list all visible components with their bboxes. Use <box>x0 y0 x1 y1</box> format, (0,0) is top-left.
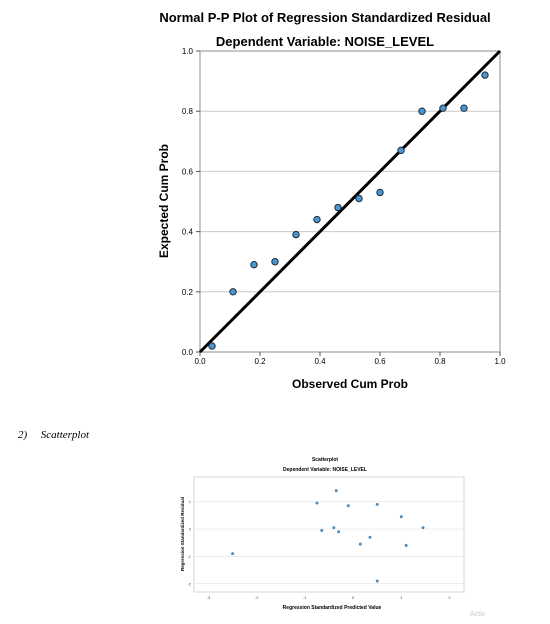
pp-y-tick-label: 0.6 <box>182 167 194 176</box>
scatter-x-tick-label: 2 <box>448 595 451 600</box>
scatter-y-tick-label: 1 <box>189 499 192 504</box>
pp-plot-chart: Normal P-P Plot of Regression Standardiz… <box>157 10 506 391</box>
pp-y-tick-label: 0.8 <box>182 107 194 116</box>
scatter-y-tick-label: -1 <box>187 554 191 559</box>
scatter-data-points <box>231 489 425 583</box>
pp-y-axis-label: Expected Cum Prob <box>157 144 171 258</box>
scatter-y-axis-ticks: 1 0 -1 -2 <box>187 499 191 586</box>
pp-y-tick-label: 0.0 <box>182 348 194 357</box>
pp-data-point <box>376 188 384 197</box>
scatter-data-point <box>404 544 408 547</box>
scatter-x-tick-label: 1 <box>400 595 403 600</box>
pp-data-point <box>460 104 468 112</box>
scatter-x-axis-label: Regression Standardized Predicted Value <box>283 605 382 611</box>
pp-x-tick-label: 0.4 <box>314 357 326 366</box>
scatter-plot-frame <box>193 476 465 593</box>
scatter-y-axis-label: Regression Standardized Residual <box>180 497 185 571</box>
pp-data-point <box>271 258 279 266</box>
pp-reference-line <box>198 49 502 354</box>
pp-y-tick-label: 1.0 <box>182 47 194 56</box>
scatter-data-point <box>368 535 372 539</box>
pp-data-point <box>229 288 237 296</box>
pp-y-axis-ticks: 0.0 0.2 0.4 0.6 0.8 1.0 <box>182 47 200 357</box>
pp-data-point <box>355 194 363 203</box>
pp-x-tick-label: 1.0 <box>494 357 506 366</box>
pp-data-point <box>292 230 300 239</box>
scatter-x-axis-ticks: -3 -2 -1 0 1 2 <box>207 595 452 600</box>
pp-x-tick-label: 0.6 <box>374 357 386 366</box>
pp-data-point <box>250 261 258 269</box>
pp-chart-title: Normal P-P Plot of Regression Standardiz… <box>159 10 490 25</box>
pp-plot-frame <box>199 50 501 353</box>
pp-data-points <box>208 71 489 350</box>
pp-y-tick-label: 0.4 <box>182 228 194 237</box>
watermark-text: Activ <box>470 611 486 618</box>
scatter-data-point <box>421 526 425 530</box>
pp-data-point <box>397 146 405 155</box>
scatter-y-tick-label: -2 <box>187 581 191 586</box>
pp-data-point <box>334 203 342 212</box>
scatter-x-tick-label: 0 <box>352 595 355 600</box>
scatter-x-tick-label: -3 <box>207 595 211 600</box>
section-heading: 2) Scatterplot <box>18 429 89 441</box>
scatter-data-point <box>375 502 379 506</box>
pp-x-axis-ticks: 0.0 0.2 0.4 0.6 0.8 1.0 <box>194 352 506 366</box>
pp-data-point <box>439 104 447 112</box>
scatter-data-point <box>231 552 235 556</box>
scatter-data-point <box>399 515 403 519</box>
pp-y-tick-label: 0.2 <box>182 288 194 297</box>
section-label: Scatterplot <box>40 429 90 441</box>
scatter-gridlines <box>194 501 464 585</box>
scatter-data-point <box>375 579 379 583</box>
scatter-data-point <box>358 542 362 546</box>
scatterplot-chart: Scatterplot Dependent Variable: NOISE_LE… <box>180 457 465 611</box>
scatter-data-point <box>332 526 336 530</box>
scatter-x-tick-label: -1 <box>303 595 307 600</box>
section-number: 2) <box>18 429 28 441</box>
pp-chart-subtitle: Dependent Variable: NOISE_LEVEL <box>216 34 434 49</box>
scatter-x-tick-label: -2 <box>255 595 259 600</box>
pp-x-tick-label: 0.2 <box>254 357 266 366</box>
pp-data-point <box>208 342 216 350</box>
scatter-y-tick-label: 0 <box>189 527 192 532</box>
scatter-data-point <box>334 489 338 493</box>
scatter-data-point <box>337 530 341 534</box>
scatter-data-point <box>320 528 324 532</box>
pp-data-point <box>418 107 426 115</box>
scatter-chart-title: Scatterplot <box>312 457 338 463</box>
pp-x-tick-label: 0.8 <box>434 357 446 366</box>
pp-x-tick-label: 0.0 <box>194 357 206 366</box>
scatter-chart-subtitle: Dependent Variable: NOISE_LEVEL <box>283 467 367 473</box>
pp-data-point <box>481 71 489 79</box>
scatter-data-point <box>315 501 319 505</box>
pp-x-axis-label: Observed Cum Prob <box>292 377 408 391</box>
scatter-data-point <box>346 504 350 508</box>
pp-data-point <box>313 215 321 224</box>
